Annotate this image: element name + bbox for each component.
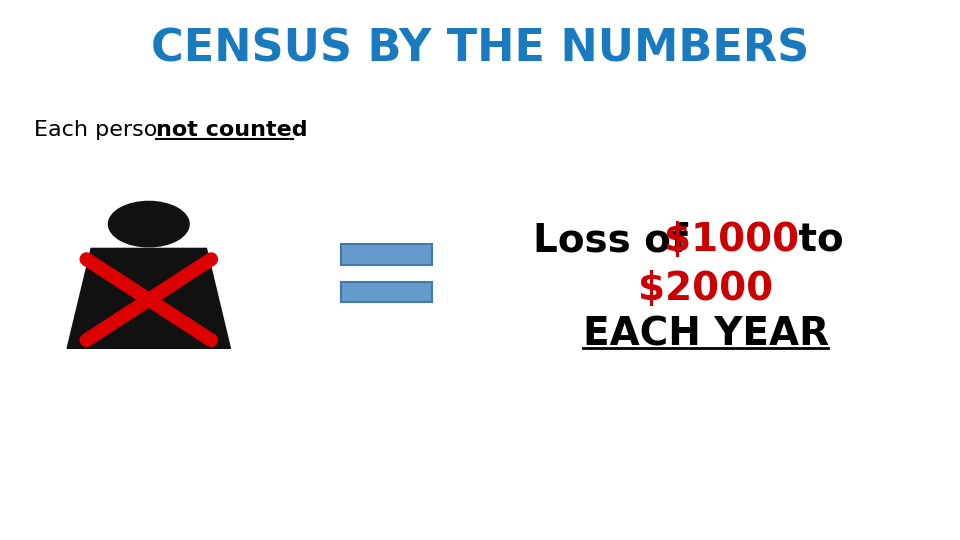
Text: CENSUS BY THE NUMBERS: CENSUS BY THE NUMBERS	[151, 27, 809, 70]
Text: $2000: $2000	[638, 270, 773, 308]
Text: not counted: not counted	[156, 119, 307, 140]
Text: to: to	[785, 221, 844, 259]
Text: Each person: Each person	[34, 119, 179, 140]
FancyBboxPatch shape	[341, 244, 432, 265]
Circle shape	[108, 201, 189, 247]
Text: Loss of: Loss of	[533, 221, 701, 259]
Polygon shape	[67, 248, 230, 348]
FancyBboxPatch shape	[341, 282, 432, 302]
Text: EACH YEAR: EACH YEAR	[583, 316, 828, 354]
Text: $1000: $1000	[664, 221, 800, 259]
